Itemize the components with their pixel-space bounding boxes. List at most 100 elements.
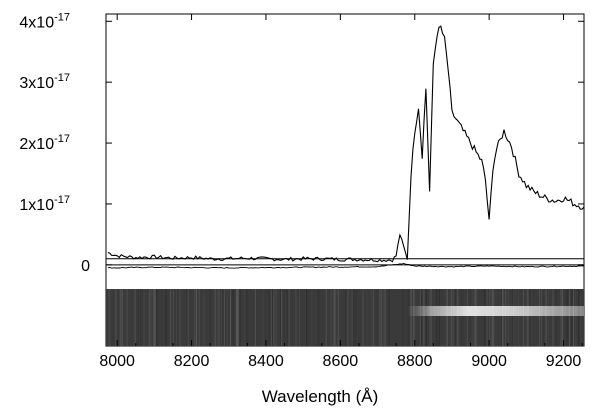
strip-noise-column: [115, 289, 117, 346]
strip-noise-column: [306, 289, 308, 346]
y-tick-label: 2x10-17: [19, 133, 70, 153]
strip-noise-column: [148, 289, 150, 346]
strip-noise-column: [330, 289, 332, 346]
strip-noise-column: [325, 289, 327, 346]
strip-noise-column: [461, 289, 463, 346]
strip-noise-column: [295, 289, 297, 346]
emission-band: [407, 306, 584, 316]
strip-noise-column: [168, 289, 170, 346]
strip-noise-column: [271, 289, 272, 346]
strip-noise-column: [214, 289, 216, 346]
strip-noise-column: [552, 289, 554, 346]
strip-noise-column: [120, 289, 122, 346]
strip-noise-column: [505, 289, 507, 346]
strip-noise-column: [153, 289, 155, 346]
strip-noise-column: [214, 289, 215, 346]
strip-noise-column: [169, 289, 171, 346]
strip-noise-column: [215, 289, 217, 346]
strip-noise-column: [212, 289, 214, 346]
strip-noise-column: [381, 289, 383, 346]
strip-noise-column: [331, 289, 333, 346]
strip-noise-column: [254, 289, 256, 346]
y-tick-label: 4x10-17: [19, 11, 70, 31]
strip-noise-column: [383, 289, 385, 346]
strip-noise-column: [236, 289, 238, 346]
strip-noise-column: [111, 289, 113, 346]
strip-noise-column: [339, 289, 341, 346]
strip-noise-column: [578, 289, 580, 346]
strip-noise-column: [523, 289, 524, 346]
strip-noise-column: [218, 289, 220, 346]
strip-noise-column: [526, 289, 528, 346]
strip-noise-column: [529, 289, 531, 346]
strip-noise-column: [296, 289, 298, 346]
strip-noise-column: [278, 289, 280, 346]
strip-noise-column: [562, 289, 563, 346]
strip-noise-column: [573, 289, 575, 346]
y-tick-label: 0: [81, 258, 90, 275]
strip-noise-column: [573, 289, 574, 346]
strip-noise-column: [311, 289, 313, 346]
strip-noise-column: [474, 289, 476, 346]
strip-noise-column: [455, 289, 457, 346]
strip-noise-column: [362, 289, 364, 346]
strip-noise-column: [347, 289, 349, 346]
strip-noise-column: [119, 289, 121, 346]
strip-noise-column: [540, 289, 542, 346]
strip-noise-column: [334, 289, 336, 346]
strip-noise-column: [291, 289, 293, 346]
x-tick-label: 8800: [397, 353, 433, 370]
strip-noise-column: [545, 289, 547, 346]
strip-noise-column: [245, 289, 247, 346]
strip-noise-column: [351, 289, 353, 346]
strip-noise-column: [143, 289, 145, 346]
strip-noise-column: [345, 289, 347, 346]
strip-noise-column: [318, 289, 320, 346]
strip-noise-column: [539, 289, 541, 346]
strip-noise-column: [216, 289, 218, 346]
strip-noise-column: [374, 289, 376, 346]
strip-noise-column: [171, 289, 173, 346]
strip-noise-column: [561, 289, 562, 346]
strip-noise-column: [171, 289, 172, 346]
strip-noise-column: [370, 289, 372, 346]
strip-noise-column: [539, 289, 541, 346]
strip-noise-column: [117, 289, 119, 346]
strip-noise-column: [469, 289, 471, 346]
strip-noise-column: [229, 289, 231, 346]
series-line-flux: [107, 25, 584, 263]
strip-noise-column: [458, 289, 459, 346]
strip-noise-column: [560, 289, 562, 346]
strip-noise-column: [288, 289, 290, 346]
strip-noise-column: [423, 289, 425, 346]
strip-noise-column: [548, 289, 549, 346]
x-axis-label: Wavelength (Å): [262, 387, 379, 406]
strip-noise-column: [425, 289, 427, 346]
strip-noise-column: [180, 289, 182, 346]
strip-noise-column: [493, 289, 494, 346]
strip-noise-column: [349, 289, 351, 346]
strip-noise-column: [420, 289, 422, 346]
strip-noise-column: [373, 289, 375, 346]
strip-noise-column: [350, 289, 352, 346]
strip-noise-column: [203, 289, 205, 346]
strip-noise-column: [488, 289, 490, 346]
strip-noise-column: [152, 289, 154, 346]
strip-noise-column: [555, 289, 557, 346]
strip-noise-column: [305, 289, 307, 346]
strip-noise-column: [528, 289, 530, 346]
strip-noise-column: [353, 289, 355, 346]
strip-noise-column: [172, 289, 174, 346]
strip-noise-column: [262, 289, 264, 346]
strip-noise-column: [471, 289, 472, 346]
strip-noise-column: [299, 289, 300, 346]
series-line-error: [107, 263, 584, 269]
strip-noise-column: [507, 289, 509, 346]
strip-noise-column: [515, 289, 517, 346]
strip-noise-column: [186, 289, 188, 346]
x-tick-label: 8600: [323, 353, 359, 370]
strip-noise-column: [475, 289, 476, 346]
strip-noise-column: [466, 289, 468, 346]
strip-noise-column: [503, 289, 505, 346]
strip-noise-column: [408, 289, 410, 346]
